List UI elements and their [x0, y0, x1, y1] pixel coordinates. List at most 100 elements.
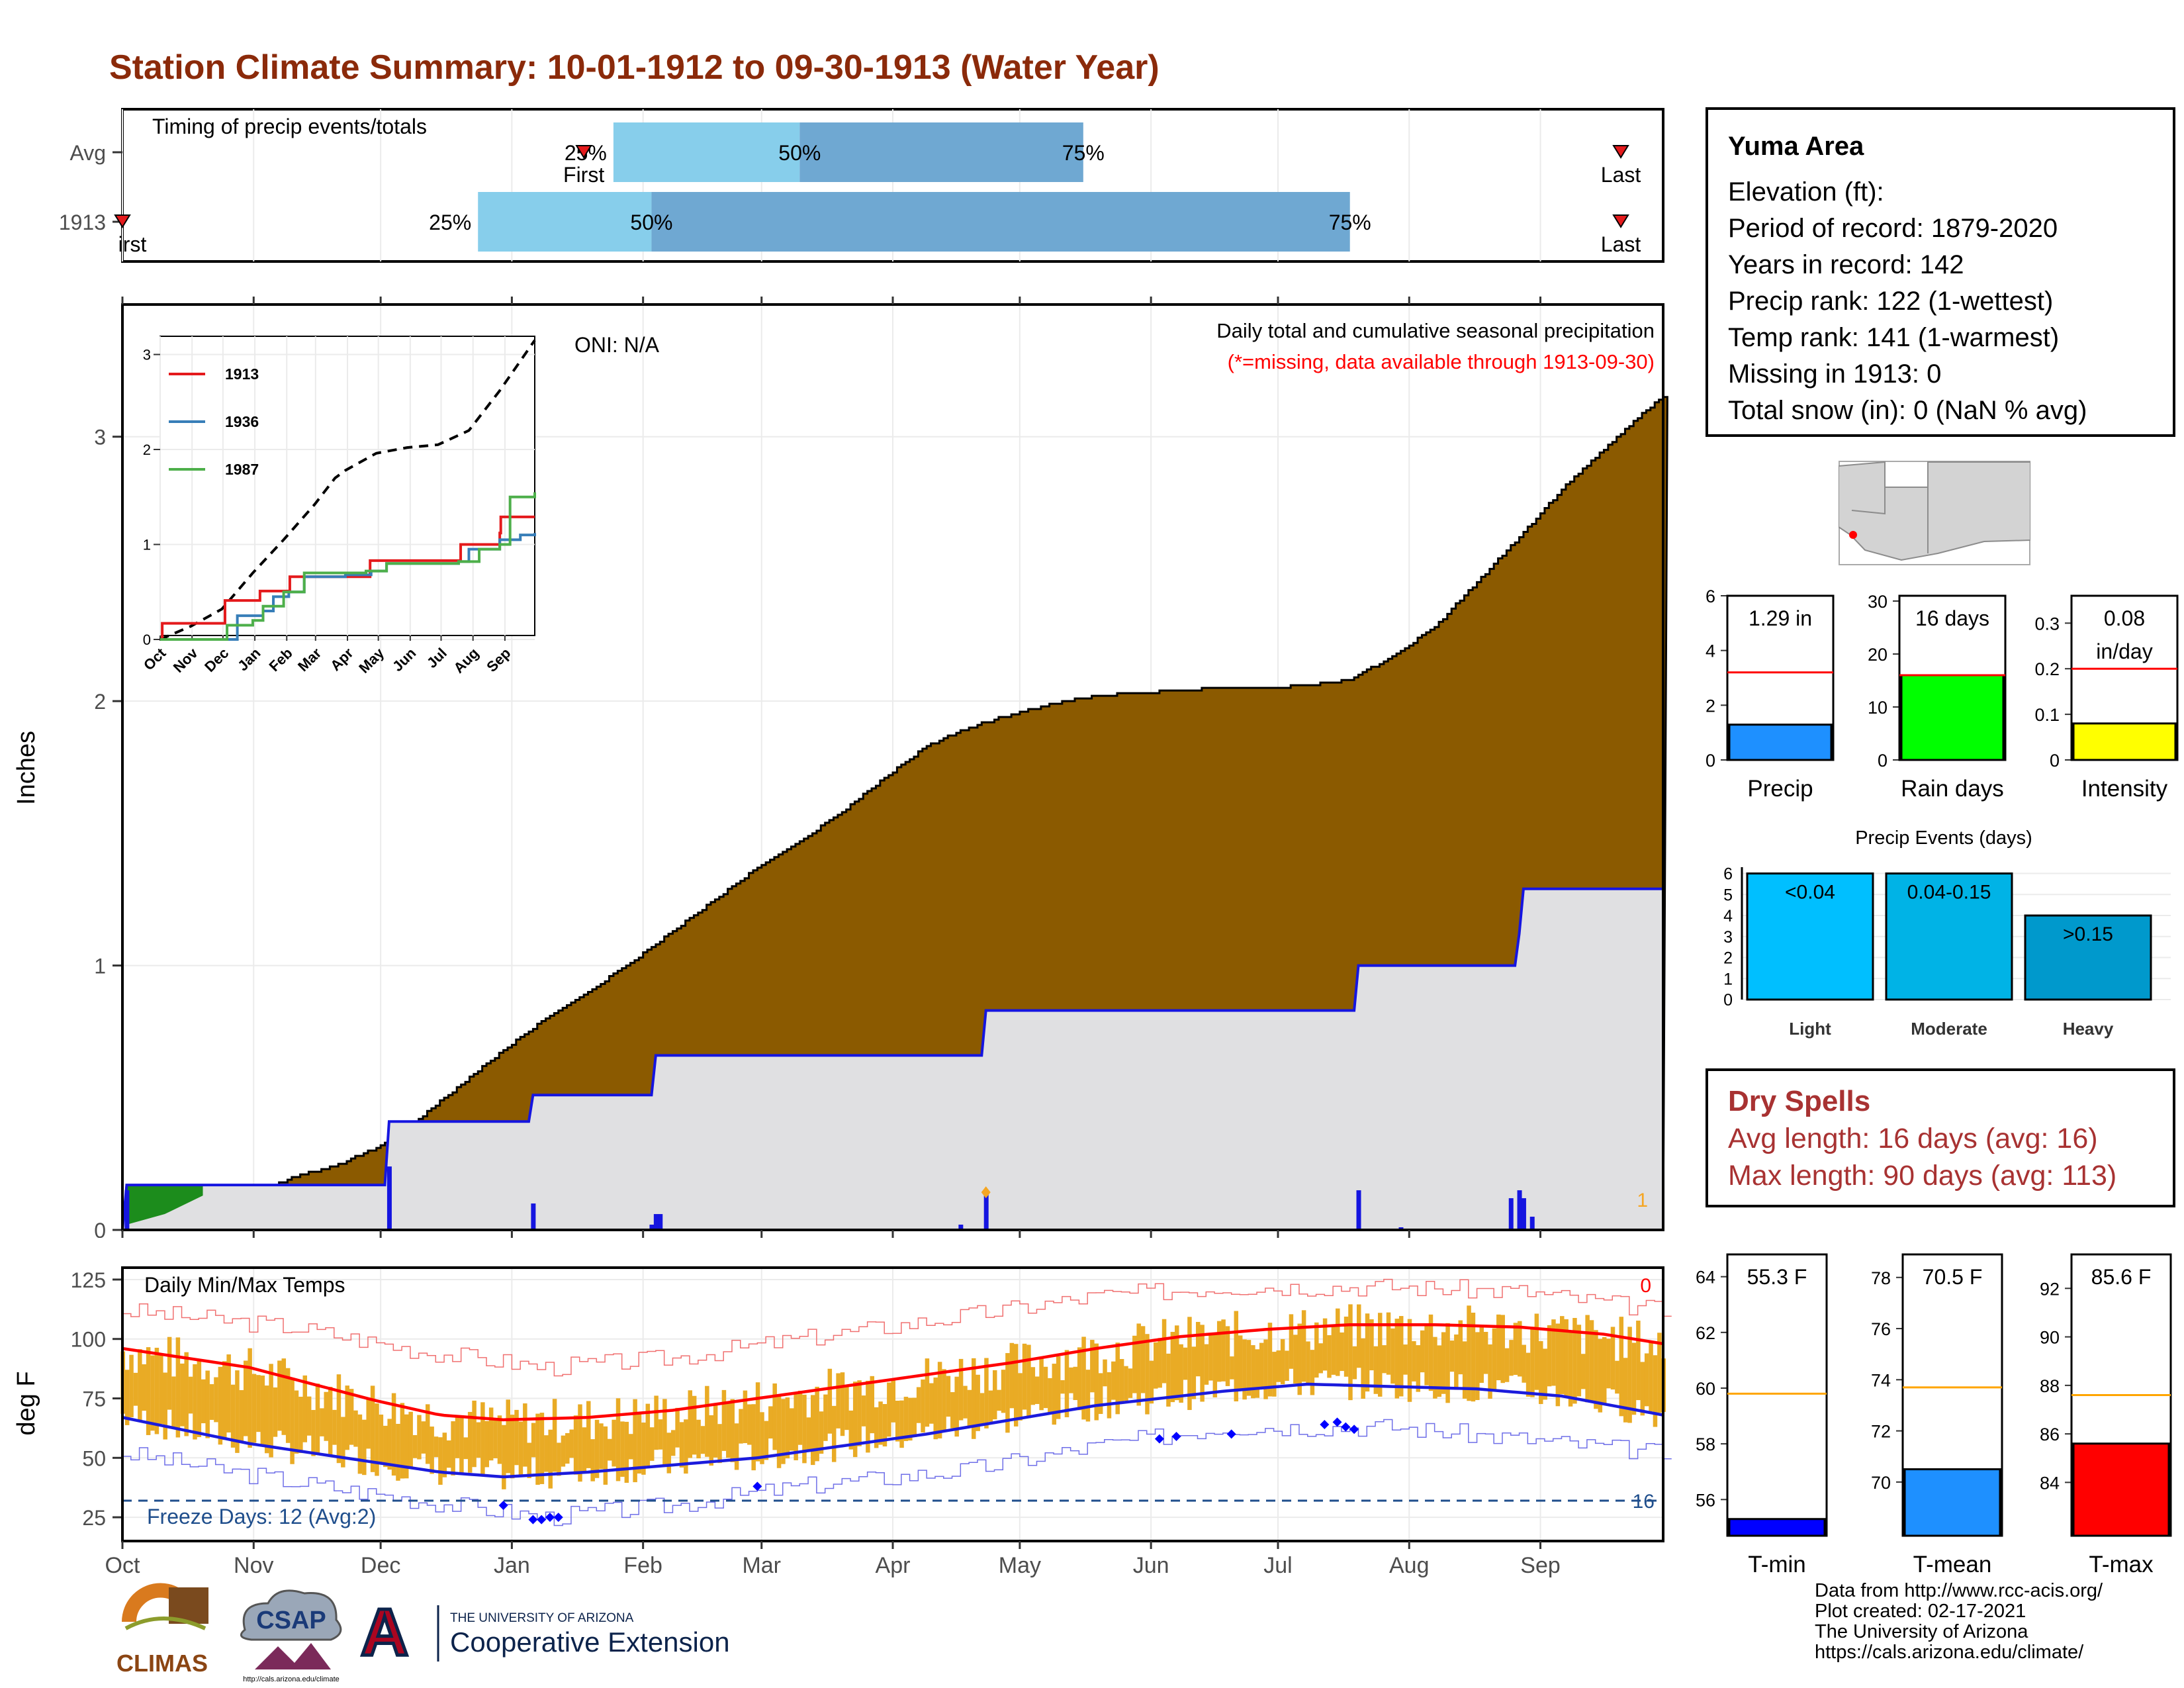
station-years: Years in record: 142: [1728, 250, 1964, 279]
daily-temp-bar: [1449, 1340, 1455, 1372]
climas-text: CLIMAS: [116, 1650, 208, 1677]
timing-label-25: 25%: [429, 211, 471, 234]
precip-events-ytick-label: 4: [1723, 907, 1733, 925]
summary-ytick-label: 0.3: [2034, 614, 2060, 633]
daily-temp-bar: [1479, 1325, 1484, 1383]
daily-temp-bar: [1471, 1312, 1476, 1402]
temp-summary-ytick-label: 86: [2040, 1425, 2060, 1444]
daily-temp-bar: [1246, 1340, 1251, 1396]
daily-temp-bar: [967, 1389, 972, 1427]
daily-temp-bar: [1568, 1331, 1573, 1407]
daily-temp-bar: [320, 1408, 324, 1436]
precip-events-ytick-label: 5: [1723, 886, 1733, 904]
daily-temp-bar: [1128, 1368, 1133, 1398]
daily-temp-bar: [269, 1364, 273, 1458]
daily-temp-bar: [311, 1409, 316, 1456]
daily-temp-bar: [1522, 1344, 1526, 1383]
inset-ytick-label: 0: [143, 632, 151, 648]
daily-temp-bar: [1373, 1346, 1379, 1394]
temp-summary-ytick-label: 92: [2040, 1279, 2060, 1299]
daily-temp-bar: [256, 1375, 261, 1432]
daily-temp-bar: [442, 1432, 447, 1477]
daily-temp-bar: [1606, 1338, 1611, 1389]
daily-temp-bar: [493, 1419, 498, 1458]
temp-summary-bar-T-max: [2072, 1442, 2170, 1537]
summary-ytick-label: 0: [1706, 751, 1715, 771]
daily-temp-bar: [844, 1385, 849, 1430]
daily-temp-bar: [1610, 1327, 1615, 1390]
daily-temp-bar: [848, 1410, 854, 1450]
daily-temp-bar: [302, 1375, 308, 1442]
daily-temp-bar: [612, 1419, 616, 1467]
tmax-normal-line: [122, 1323, 1664, 1422]
temp-ytick-label: 25: [82, 1506, 106, 1530]
inset-xtick-label: Feb: [265, 645, 295, 675]
daily-precip-bar: [124, 1190, 130, 1230]
climas-logo: CLIMAS: [116, 1583, 208, 1677]
daily-temp-bar: [290, 1378, 295, 1464]
daily-temp-bar: [332, 1409, 337, 1445]
daily-temp-bar: [1272, 1352, 1277, 1397]
daily-temp-bar: [1310, 1350, 1315, 1395]
daily-temp-bar: [903, 1397, 909, 1441]
precip-summary-chart: 0 2 4 6 1.29 in Precip 0 10 20 30 16 days Rain days…: [1706, 586, 2179, 802]
daily-temp-bar: [684, 1419, 688, 1474]
daily-temp-bar: [1580, 1354, 1586, 1389]
csap-logo: CSAP http://cals.arizona.edu/climate: [240, 1589, 342, 1683]
temp-freeze-right-label: 16: [1633, 1491, 1655, 1513]
daily-temp-bar: [1416, 1345, 1421, 1392]
daily-temp-bar: [1005, 1353, 1010, 1433]
inset-xtick-label: Mar: [295, 645, 325, 675]
daily-temp-bar: [154, 1348, 159, 1434]
temp-ytick-label: 100: [71, 1328, 106, 1352]
daily-temp-bar: [1644, 1353, 1649, 1407]
daily-temp-bar: [446, 1440, 451, 1468]
daily-temp-bar: [209, 1384, 214, 1420]
temp-summary-ytick-label: 60: [1696, 1379, 1715, 1399]
daily-temp-bar: [802, 1394, 807, 1464]
daily-temp-bar: [1551, 1319, 1556, 1386]
daily-temp-bar: [142, 1364, 146, 1411]
daily-temp-bar: [150, 1355, 155, 1431]
daily-temp-bar: [1018, 1373, 1023, 1421]
temp-summary-ytick-label: 56: [1696, 1490, 1715, 1510]
freeze-days-label: Freeze Days: 12 (Avg:2): [147, 1505, 376, 1528]
daily-temp-bar: [963, 1385, 968, 1419]
daily-temp-bar: [705, 1385, 709, 1457]
daily-temp-bar: [451, 1421, 455, 1476]
oni-label: ONI: N/A: [574, 333, 660, 357]
daily-temp-bar: [260, 1375, 265, 1446]
timing-bar-50-75: [651, 192, 1350, 252]
daily-temp-bar: [1022, 1343, 1027, 1410]
daily-temp-bar: [806, 1417, 811, 1450]
daily-temp-bar: [497, 1415, 502, 1464]
daily-temp-bar: [1340, 1332, 1344, 1372]
daily-temp-bar: [649, 1427, 655, 1461]
daily-temp-bar: [1034, 1376, 1040, 1404]
daily-temp-bar: [1361, 1338, 1365, 1399]
precip-events-bar-light: [1746, 872, 1874, 1001]
daily-temp-bar: [755, 1382, 760, 1462]
precip-events-ytick-label: 6: [1723, 865, 1733, 884]
daily-temp-bar: [929, 1383, 934, 1424]
daily-precip-bar: [983, 1190, 989, 1230]
daily-temp-bar: [1230, 1356, 1234, 1380]
daily-temp-bar: [887, 1382, 891, 1437]
daily-temp-bar: [1107, 1372, 1112, 1419]
daily-temp-bar: [730, 1399, 735, 1462]
daily-temp-bar: [171, 1376, 176, 1429]
freeze-day-marker: [545, 1513, 555, 1523]
daily-temp-bar: [1518, 1321, 1522, 1377]
precip-ytick-label: 3: [94, 426, 106, 449]
daily-temp-bar: [518, 1421, 523, 1476]
daily-temp-bar: [391, 1393, 396, 1476]
daily-temp-bar: [1555, 1323, 1561, 1407]
daily-temp-bar: [281, 1358, 287, 1435]
daily-temp-bar: [721, 1389, 727, 1451]
daily-temp-bar: [188, 1376, 193, 1414]
dry-spells-avg: Avg length: 16 days (avg: 16): [1728, 1123, 2098, 1154]
daily-temp-bar: [946, 1376, 951, 1417]
temp-xtick-label: Aug: [1389, 1553, 1430, 1578]
temp-summary-ytick-label: 74: [1871, 1370, 1891, 1390]
precip-ylabel: Inches: [13, 731, 40, 805]
